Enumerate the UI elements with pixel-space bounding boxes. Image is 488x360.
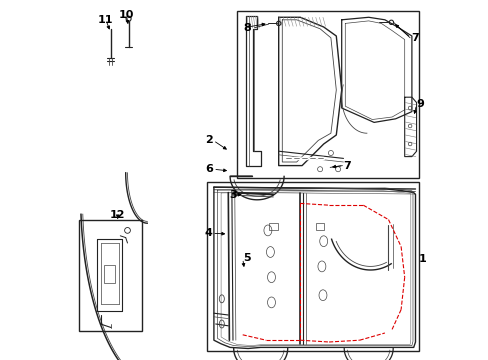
Text: 3: 3 <box>229 190 237 200</box>
Text: 12: 12 <box>110 210 125 220</box>
Bar <box>268 223 277 230</box>
Bar <box>104 265 115 283</box>
Text: 6: 6 <box>205 164 213 174</box>
Bar <box>206 182 418 351</box>
Text: 9: 9 <box>416 99 424 109</box>
Circle shape <box>126 16 131 21</box>
Text: 11: 11 <box>98 15 113 25</box>
Text: 1: 1 <box>418 254 426 264</box>
Text: 10: 10 <box>119 10 134 20</box>
Text: 8: 8 <box>243 23 251 33</box>
Text: 5: 5 <box>242 253 250 264</box>
Bar <box>236 11 418 178</box>
Text: 7: 7 <box>410 33 418 43</box>
Text: 7: 7 <box>343 161 350 171</box>
Text: 4: 4 <box>204 228 212 238</box>
Bar <box>79 220 142 331</box>
Bar <box>315 223 324 230</box>
Text: 2: 2 <box>205 135 213 145</box>
